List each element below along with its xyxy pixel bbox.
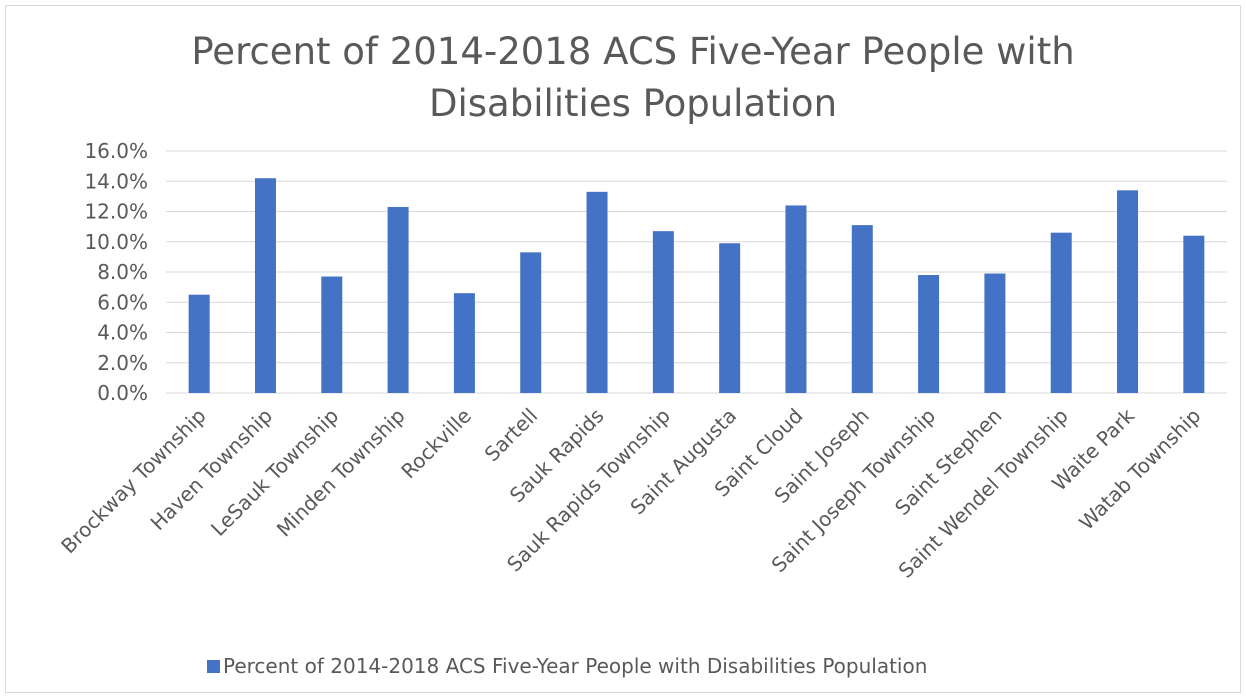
x-tick-label: Rockville bbox=[396, 404, 476, 484]
y-tick-label: 2.0% bbox=[97, 351, 148, 375]
y-tick-label: 12.0% bbox=[84, 200, 148, 224]
bar bbox=[652, 231, 674, 393]
bar bbox=[1183, 235, 1205, 393]
y-tick-label: 16.0% bbox=[84, 139, 148, 163]
bar bbox=[254, 178, 276, 393]
legend-label: Percent of 2014-2018 ACS Five-Year Peopl… bbox=[223, 654, 927, 678]
chart-title: Percent of 2014-2018 ACS Five-Year Peopl… bbox=[191, 30, 1074, 125]
chart-svg: Percent of 2014-2018 ACS Five-Year Peopl… bbox=[56, 30, 1227, 678]
x-tick-label: Sartell bbox=[480, 404, 543, 467]
x-tick-label: Minden Township bbox=[272, 404, 410, 542]
y-axis-tick-labels: 0.0% 2.0% 4.0% 6.0% 8.0% 10.0% 12.0% 14.0% 16.0% bbox=[84, 139, 148, 405]
gridlines bbox=[166, 150, 1227, 394]
chart-title-line-2: Disabilities Population bbox=[429, 82, 837, 125]
bar bbox=[520, 252, 542, 393]
legend-swatch bbox=[207, 660, 220, 673]
bar bbox=[785, 205, 807, 393]
bar bbox=[453, 293, 475, 393]
x-tick-label: Watab Township bbox=[1074, 404, 1205, 535]
bars bbox=[188, 178, 1205, 393]
chart-frame: Percent of 2014-2018 ACS Five-Year Peopl… bbox=[5, 5, 1241, 693]
chart-title-line-1: Percent of 2014-2018 ACS Five-Year Peopl… bbox=[191, 30, 1074, 73]
y-tick-label: 14.0% bbox=[84, 169, 148, 193]
x-tick-label: Haven Township bbox=[146, 404, 277, 535]
bar bbox=[586, 191, 608, 393]
bar bbox=[188, 294, 210, 393]
bar bbox=[1117, 190, 1139, 393]
bar bbox=[918, 275, 940, 393]
bar bbox=[719, 243, 741, 393]
y-tick-label: 0.0% bbox=[97, 381, 148, 405]
bar bbox=[1050, 232, 1072, 393]
y-tick-label: 4.0% bbox=[97, 321, 148, 345]
bar bbox=[851, 225, 873, 393]
y-tick-label: 8.0% bbox=[97, 260, 148, 284]
legend: Percent of 2014-2018 ACS Five-Year Peopl… bbox=[207, 654, 927, 678]
bar bbox=[321, 276, 343, 393]
bar bbox=[984, 273, 1006, 393]
y-tick-label: 10.0% bbox=[84, 230, 148, 254]
y-tick-label: 6.0% bbox=[97, 290, 148, 314]
bar bbox=[387, 206, 409, 393]
